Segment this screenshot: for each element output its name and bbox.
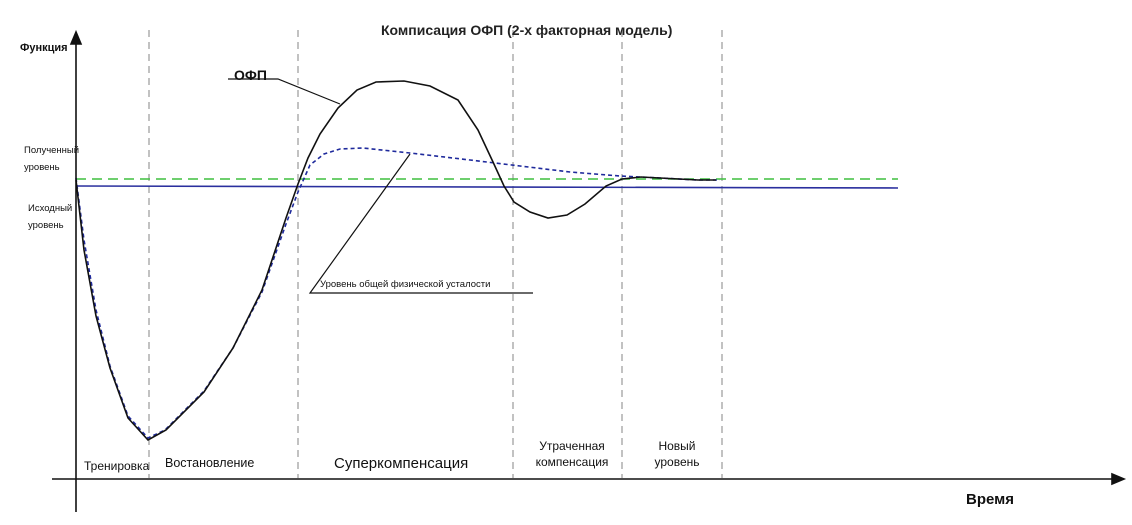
- y-axis-label: Функция: [20, 42, 68, 54]
- x-axis-arrow: [1111, 472, 1127, 486]
- fatigue-curve-label: Уровень общей физической усталости: [320, 279, 491, 290]
- phase-label-new-level: Новый уровень: [654, 439, 700, 469]
- phase-label-supercompensation: Суперкомпенсация: [334, 455, 469, 472]
- initial-level-label: Исходный уровень: [28, 203, 73, 231]
- obtained-level-label: Полученный уровень: [24, 145, 80, 173]
- fatigue-curve: [75, 147, 720, 439]
- ofp-curve-label: ОФП: [234, 67, 267, 83]
- y-axis-arrow: [69, 29, 83, 45]
- x-axis-label: Время: [966, 491, 1014, 508]
- fatigue-callout-line: [308, 153, 533, 294]
- initial-level-line: [75, 185, 899, 189]
- diagram-title: Комписация ОФП (2-х факторная модель): [381, 22, 673, 38]
- ofp-callout-line: [228, 78, 341, 105]
- ofp-curve: [75, 80, 716, 442]
- phase-label-lost-compensation: Утраченная компенсация: [535, 439, 609, 469]
- phase-label-recovery: Востановление: [165, 456, 255, 470]
- phase-label-training: Тренировка: [84, 459, 150, 473]
